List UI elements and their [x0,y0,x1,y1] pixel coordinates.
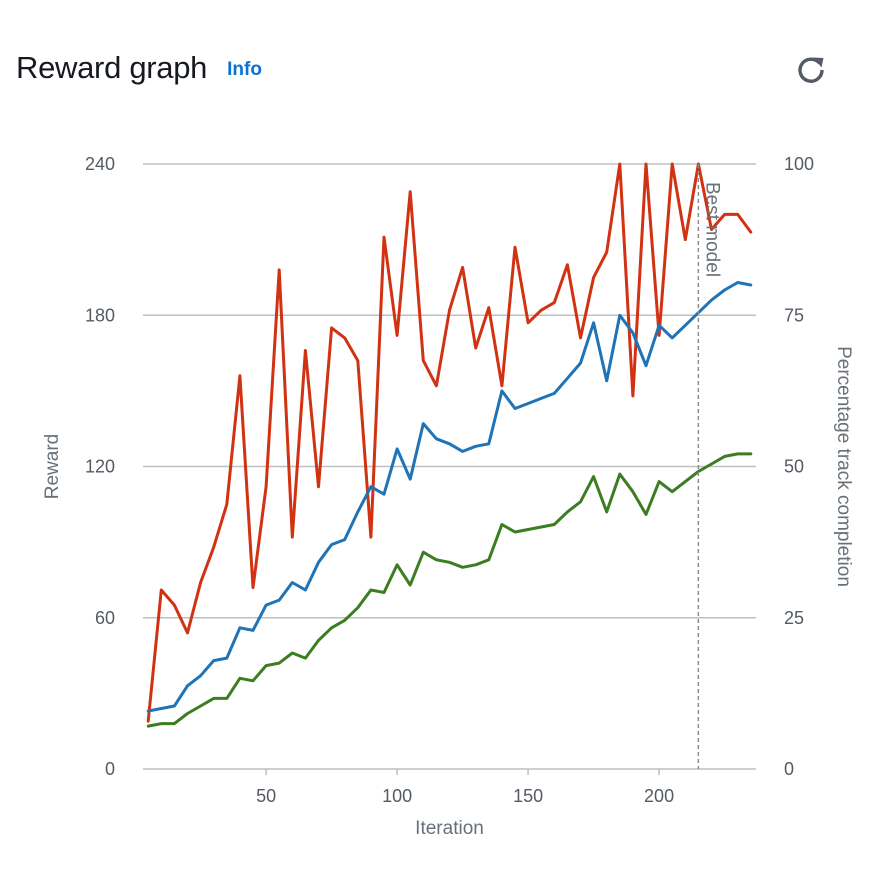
refresh-icon [798,57,824,83]
y-axis-title: Reward [42,434,63,499]
y-tick-label: 0 [105,759,115,779]
x-tick-label: 100 [382,786,412,806]
refresh-button[interactable] [792,50,830,88]
series-line [146,281,753,713]
y2-tick-label: 50 [784,457,804,477]
best-model-label: Best model [701,182,722,277]
y-tick-label: 240 [85,154,115,174]
series-line [146,452,753,728]
y-tick-label: 180 [85,305,115,325]
series-line [146,162,753,723]
y-tick-label: 60 [95,608,115,628]
chart-header: Reward graph Info [16,48,262,88]
y2-tick-label: 25 [784,608,804,628]
x-tick-label: 150 [513,786,543,806]
x-tick-label: 50 [256,786,276,806]
page-title: Reward graph [16,50,208,85]
y2-tick-label: 0 [784,759,794,779]
info-link[interactable]: Info [227,59,262,80]
x-axis-title: Iteration [415,818,484,839]
y2-tick-label: 75 [784,305,804,325]
y2-axis-title: Percentage track completion [833,346,854,587]
y-tick-label: 120 [85,457,115,477]
x-tick-label: 200 [644,786,674,806]
y2-tick-label: 100 [784,154,814,174]
